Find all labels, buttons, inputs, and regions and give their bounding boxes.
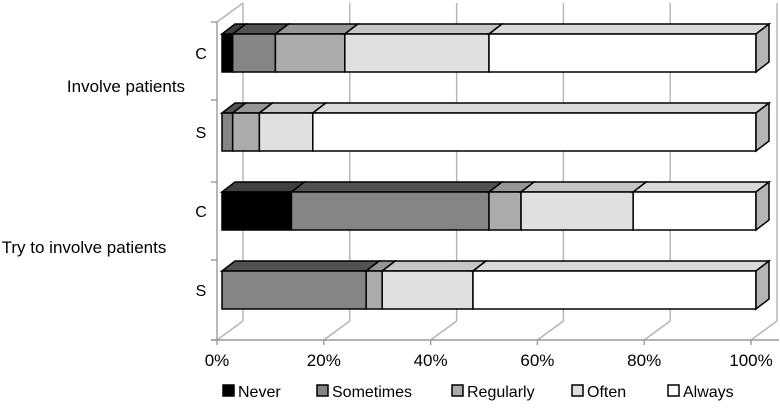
x-axis-tick-label: 80% <box>627 351 661 370</box>
bar-segment-always <box>488 33 757 73</box>
bar-segment-sometimes <box>221 270 367 310</box>
bar-try-to-involve-patients-s <box>219 259 772 311</box>
wall-top-edge <box>216 2 244 23</box>
legend-swatch-often-icon <box>571 384 584 397</box>
gridline-floor-connector <box>323 320 351 341</box>
bar-segment-top-often <box>342 23 505 35</box>
bar-end-cap <box>755 180 770 232</box>
x-axis-tick-label: 0% <box>205 351 230 370</box>
legend-swatch-regularly-icon <box>451 384 464 397</box>
x-axis-tick-label: 100% <box>729 351 772 370</box>
bar-segment-sometimes <box>231 33 277 73</box>
bar-segment-top-sometimes <box>219 260 382 272</box>
bar-end-cap <box>755 259 770 311</box>
bar-segment-often <box>381 270 474 310</box>
x-axis-tick-label: 60% <box>520 351 554 370</box>
bar-segment-top-often <box>379 260 489 272</box>
bar-segment-often <box>344 33 490 73</box>
gridline-floor-connector <box>536 320 564 341</box>
bar-segment-top-always <box>486 23 772 35</box>
bar-segment-regularly <box>488 191 522 231</box>
bar-segment-never <box>221 33 234 73</box>
gridline-floor-connector <box>750 320 778 341</box>
bar-segment-always <box>632 191 757 231</box>
bar-segment-regularly <box>365 270 383 310</box>
bar-category-label: S <box>196 125 207 142</box>
x-axis-tick-label: 40% <box>414 351 448 370</box>
bar-segment-top-often <box>518 181 649 193</box>
legend-swatch-never-icon <box>222 384 235 397</box>
gridline-floor-connector <box>430 320 458 341</box>
bar-segment-often <box>520 191 634 231</box>
bar-segment-never <box>221 191 293 231</box>
bar-segment-top-always <box>310 102 772 114</box>
bar-segment-sometimes <box>290 191 490 231</box>
legend-item-always: Always <box>667 384 734 401</box>
legend-item-never: Never <box>222 384 281 401</box>
legend: Never Sometimes Regularly Often Always <box>222 384 734 401</box>
bar-segment-always <box>472 270 757 310</box>
gridline-floor-connector <box>643 320 671 341</box>
bar-segment-top-sometimes <box>289 181 505 193</box>
bar-segment-always <box>312 112 757 152</box>
legend-swatch-always-icon <box>667 384 680 397</box>
legend-swatch-sometimes-icon <box>316 384 329 397</box>
bar-end-cap <box>755 22 770 74</box>
bar-segment-often <box>258 112 314 152</box>
group-label: Involve patients <box>67 77 185 96</box>
bar-segment-regularly <box>274 33 346 73</box>
bar-segment-top-always <box>630 181 772 193</box>
bar-segment-top-always <box>470 260 772 272</box>
legend-label: Sometimes <box>332 384 412 401</box>
bar-involve-patients-c <box>219 22 772 74</box>
axes <box>211 21 779 345</box>
bar-segment-top-regularly <box>273 23 361 35</box>
bar-end-cap <box>755 101 770 153</box>
legend-label: Regularly <box>467 384 535 401</box>
legend-label: Never <box>238 384 281 401</box>
bar-category-label: C <box>195 204 207 221</box>
legend-label: Always <box>683 384 734 401</box>
x-axis-tick-label: 20% <box>307 351 341 370</box>
legend-label: Often <box>587 384 626 401</box>
bar-segment-regularly <box>231 112 261 152</box>
bar-category-label: S <box>196 283 207 300</box>
bar-involve-patients-s <box>219 101 772 153</box>
legend-item-often: Often <box>571 384 626 401</box>
legend-item-regularly: Regularly <box>451 384 535 401</box>
group-label: Try to involve patients <box>2 238 167 257</box>
bar-segment-sometimes <box>221 112 234 152</box>
gridline-floor-connector <box>216 320 244 341</box>
bar-category-label: C <box>195 46 207 63</box>
bar-try-to-involve-patients-c <box>219 180 772 232</box>
bar-segment-top-never <box>219 181 307 193</box>
legend-item-sometimes: Sometimes <box>316 384 412 401</box>
